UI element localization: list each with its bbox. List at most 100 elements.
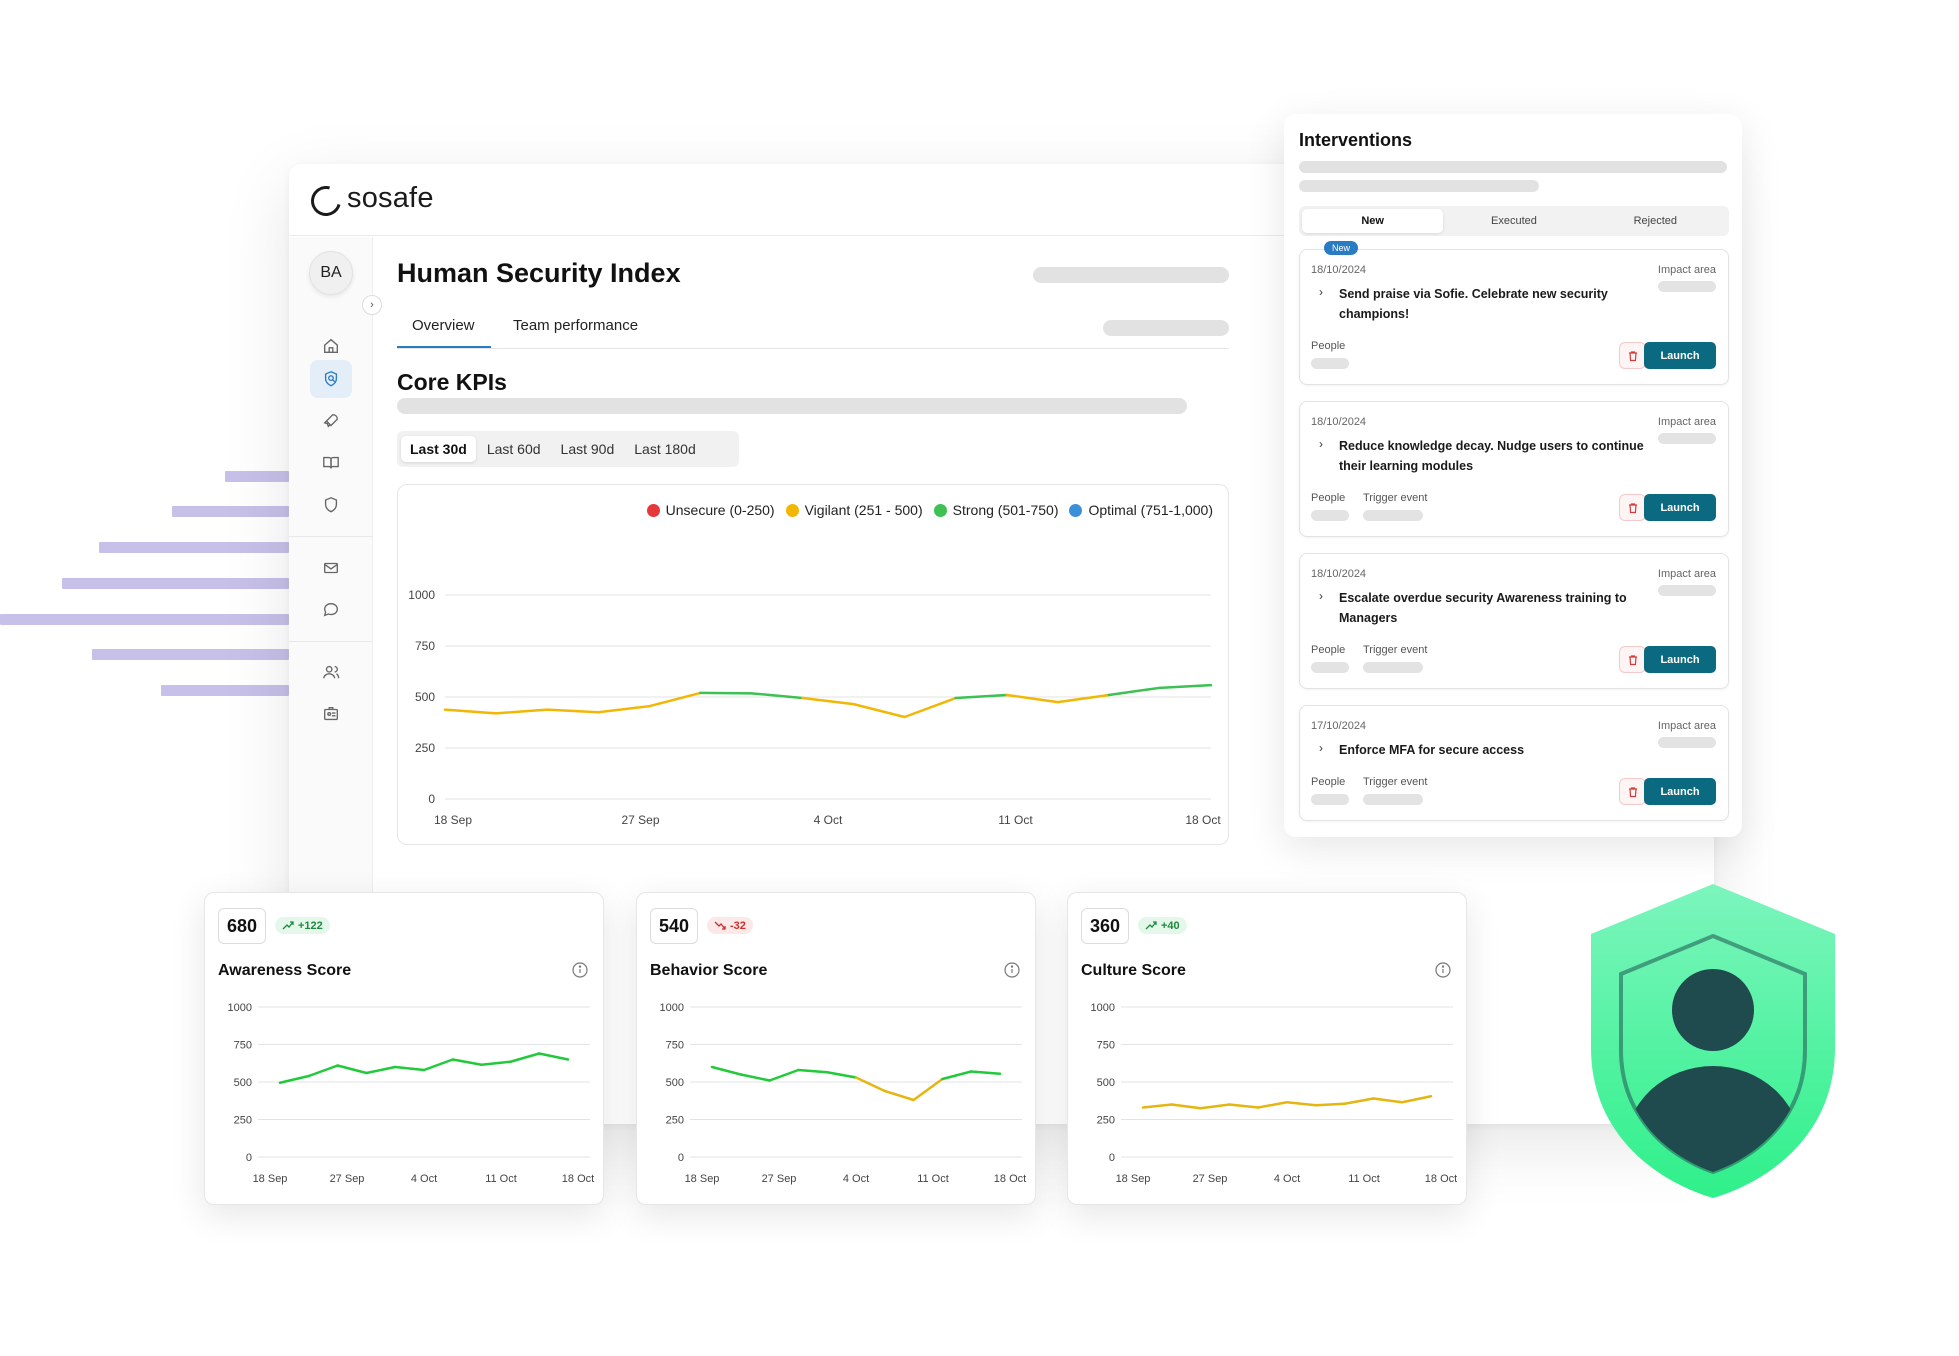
y-tick-label: 1000 [228, 1002, 252, 1014]
decorative-stripe [172, 506, 289, 517]
hsi-line-segment [1005, 693, 1060, 704]
x-tick-label: 27 Sep [621, 813, 659, 827]
info-icon[interactable] [1435, 962, 1451, 978]
placeholder-bar [1363, 794, 1423, 805]
page-title: Human Security Index [397, 258, 681, 288]
chevron-right-icon[interactable]: › [1319, 285, 1323, 299]
score-title: Awareness Score [218, 962, 352, 979]
y-tick-label: 1000 [660, 1002, 684, 1014]
placeholder-bar [1311, 358, 1349, 369]
range-last-90d[interactable]: Last 90d [560, 441, 615, 457]
tab-team-performance[interactable]: Team performance [513, 317, 639, 334]
intervention-card[interactable]: 17/10/2024 Impact area › Enforce MFA for se… [1299, 705, 1729, 821]
score-delta-badge: +122 [275, 917, 330, 934]
tab-new[interactable]: New [1302, 209, 1444, 233]
score-delta: -32 [730, 919, 746, 932]
avatar[interactable]: BA [309, 251, 353, 295]
impact-area-label: Impact area [1657, 720, 1716, 732]
impact-area-label: Impact area [1657, 568, 1716, 580]
chat-icon[interactable] [310, 591, 352, 629]
score-line-segment [912, 1077, 944, 1102]
intervention-card[interactable]: 18/10/2024 Impact area › Escalate overdue s… [1299, 553, 1729, 689]
x-tick-label: 18 Oct [1425, 1173, 1457, 1185]
intervention-card[interactable]: New 18/10/2024 Impact area › Send praise via… [1299, 241, 1729, 385]
people-label: People [1311, 340, 1346, 352]
score-line-segment [336, 1064, 368, 1075]
shield-search-icon[interactable] [310, 360, 352, 398]
shield-icon[interactable] [310, 486, 352, 524]
hsi-line-segment [954, 693, 1008, 700]
people-label: People [1311, 644, 1346, 656]
legend-item-optimal: Optimal (751-1,000) [1069, 502, 1213, 518]
placeholder-bar [1658, 281, 1716, 292]
y-tick-label: 500 [234, 1077, 252, 1089]
book-icon[interactable] [310, 444, 352, 482]
delete-button[interactable] [1619, 646, 1646, 673]
x-tick-label: 18 Oct [1185, 813, 1221, 827]
trash-icon [1628, 502, 1637, 513]
y-tick-label: 750 [234, 1040, 252, 1052]
score-line-segment [422, 1058, 455, 1072]
chevron-right-icon[interactable]: › [1319, 437, 1323, 451]
launch-button[interactable]: Launch [1644, 778, 1716, 805]
x-tick-label: 11 Oct [485, 1173, 517, 1185]
y-tick-label: 750 [415, 639, 435, 653]
y-tick-label: 0 [678, 1152, 684, 1164]
x-tick-label: 4 Oct [843, 1173, 869, 1185]
chevron-right-icon[interactable]: › [1319, 589, 1323, 603]
y-tick-label: 250 [415, 741, 435, 755]
sidebar-expand-button[interactable]: › [362, 295, 382, 315]
decorative-stripe [92, 649, 289, 660]
info-icon[interactable] [572, 962, 588, 978]
people-label: People [1311, 492, 1346, 504]
decorative-stripe [99, 542, 289, 553]
launch-button[interactable]: Launch [1644, 342, 1716, 369]
impact-area-label: Impact area [1657, 416, 1716, 428]
y-tick-label: 1000 [1091, 1002, 1115, 1014]
delete-button[interactable] [1619, 342, 1646, 369]
tab-executed[interactable]: Executed [1491, 215, 1537, 227]
legend-label: Strong (501-750) [952, 502, 1059, 518]
intervention-title: Escalate overdue security Awareness trai… [1339, 591, 1627, 625]
delete-button[interactable] [1619, 494, 1646, 521]
x-tick-label: 18 Oct [562, 1173, 594, 1185]
score-value: 680 [218, 908, 267, 944]
tab-rejected[interactable]: Rejected [1633, 215, 1678, 227]
intervention-card[interactable]: 18/10/2024 Impact area › Reduce knowledge d… [1299, 401, 1729, 537]
hsi-line-segment [596, 704, 651, 714]
legend-label: Vigilant (251 - 500) [804, 502, 923, 518]
score-line-segment [451, 1058, 483, 1066]
mail-icon[interactable] [310, 549, 352, 587]
y-tick-label: 0 [428, 792, 435, 806]
tab-overview[interactable]: Overview [397, 317, 491, 348]
new-badge: New [1324, 241, 1359, 255]
launch-button[interactable]: Launch [1644, 494, 1716, 521]
info-icon[interactable] [1004, 962, 1020, 978]
delete-button[interactable] [1619, 778, 1646, 805]
trend-down-icon [714, 921, 726, 930]
placeholder-bar [1311, 510, 1349, 521]
hsi-line-segment [494, 708, 549, 715]
range-last-60d[interactable]: Last 60d [486, 441, 541, 457]
hsi-line-segment [852, 702, 906, 719]
home-icon[interactable] [310, 327, 352, 365]
y-tick-label: 1000 [408, 588, 435, 602]
range-last-180d[interactable]: Last 180d [634, 441, 696, 457]
rocket-icon[interactable] [310, 402, 352, 440]
range-last-30d[interactable]: Last 30d [401, 436, 476, 462]
chart-legend: Unsecure (0-250) Vigilant (251 - 500) St… [636, 502, 1213, 518]
chevron-right-icon[interactable]: › [1319, 741, 1323, 755]
score-line-segment [307, 1064, 339, 1078]
legend-dot [1069, 503, 1083, 517]
hsi-line-segment [750, 692, 804, 700]
score-line-segment [825, 1071, 858, 1079]
y-tick-label: 250 [1097, 1115, 1115, 1127]
score-line-segment [941, 1070, 973, 1081]
users-icon[interactable] [310, 653, 352, 691]
score-line-segment [278, 1074, 311, 1084]
score-line-segment [365, 1065, 397, 1075]
id-badge-icon[interactable] [310, 695, 352, 733]
placeholder-bar [1311, 662, 1349, 673]
placeholder-bar [1033, 267, 1229, 283]
launch-button[interactable]: Launch [1644, 646, 1716, 673]
